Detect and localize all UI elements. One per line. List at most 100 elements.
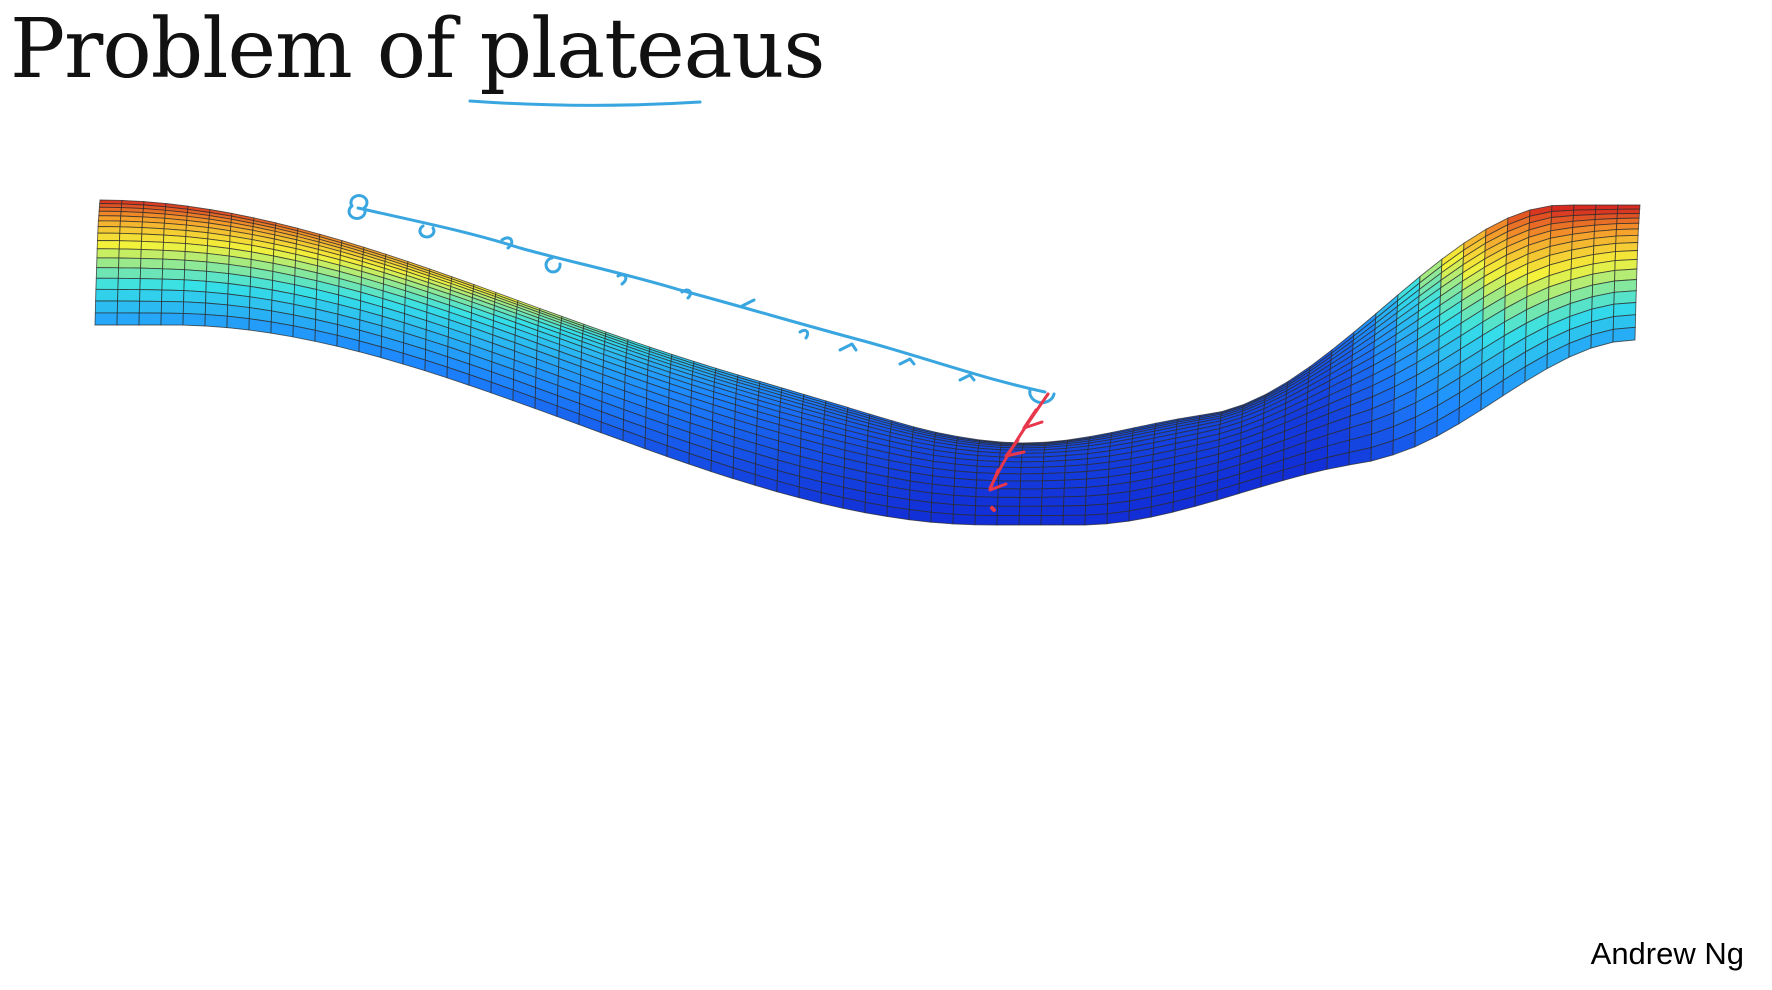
surface-patch xyxy=(998,466,1022,475)
surface-patch xyxy=(119,232,143,242)
surface-patch xyxy=(226,315,250,331)
surface-patch xyxy=(139,289,163,302)
surface-patch xyxy=(138,312,162,326)
surface-patch xyxy=(117,267,142,280)
surface-patch xyxy=(1020,466,1044,475)
surface-patch xyxy=(1041,479,1066,490)
surface-patch xyxy=(161,278,185,292)
surface-patch xyxy=(97,220,121,228)
surface-patch xyxy=(1614,250,1638,262)
step-marker xyxy=(1028,388,1056,405)
step-marker xyxy=(616,273,628,286)
surface-patch xyxy=(160,300,185,314)
surface-patch xyxy=(95,267,120,279)
surface-patch xyxy=(1063,486,1087,498)
surface-patch xyxy=(930,511,954,525)
step-marker xyxy=(838,342,858,352)
surface-patch xyxy=(182,301,207,315)
surface-patch xyxy=(1062,505,1087,516)
surface-patch xyxy=(140,248,164,260)
surface-patch xyxy=(140,240,164,251)
step-marker xyxy=(740,298,756,308)
descent-end-dot xyxy=(990,506,996,512)
surface-patch xyxy=(117,288,141,302)
surface-patch xyxy=(1617,204,1641,210)
surface-patch xyxy=(1614,268,1638,282)
surface-patch xyxy=(183,279,207,293)
descent-arrowhead xyxy=(1022,408,1044,430)
surface-patch xyxy=(1019,496,1043,507)
surface-patch xyxy=(1040,514,1064,526)
step-marker xyxy=(898,357,916,366)
surface-patch xyxy=(1063,495,1087,507)
surface-patch xyxy=(1612,326,1636,343)
surface-patch xyxy=(118,248,142,259)
surface-patch xyxy=(1018,515,1042,526)
surface-patch xyxy=(1613,290,1637,305)
author-credit: Andrew Ng xyxy=(1590,936,1744,971)
slide-title: Problem of plateaus xyxy=(10,2,825,97)
plateau-descent-path xyxy=(356,206,1047,394)
surface-patch xyxy=(97,232,121,242)
surface-patch xyxy=(182,312,206,327)
surface-patch xyxy=(183,290,207,304)
surface-patch xyxy=(1041,487,1065,498)
surface-patch xyxy=(997,488,1021,498)
surface-patch xyxy=(162,249,186,261)
surface-patch xyxy=(116,312,140,326)
surface-patch xyxy=(1041,496,1065,507)
surface-patch xyxy=(97,226,121,234)
surface-patch xyxy=(139,267,164,280)
surface-patch xyxy=(974,514,998,526)
surface-patch xyxy=(1020,473,1044,482)
handwritten-annotations xyxy=(347,99,1056,512)
surface-patch xyxy=(1042,472,1066,482)
step-marker xyxy=(680,288,692,300)
surface-patch xyxy=(1040,505,1065,516)
descent-arrowhead xyxy=(1004,438,1026,458)
surface-patch xyxy=(1616,208,1641,215)
step-marker xyxy=(500,236,514,250)
surface-patch xyxy=(975,496,999,507)
surface-patch xyxy=(97,215,122,222)
surface-patch xyxy=(161,289,185,303)
surface-patch xyxy=(996,515,1020,526)
surface-patch xyxy=(953,494,977,507)
surface-patch xyxy=(204,302,229,317)
surface-patch xyxy=(1613,302,1637,318)
surface-patch xyxy=(997,496,1021,507)
surface-patch xyxy=(118,240,142,250)
surface-patch xyxy=(98,210,122,217)
surface-patch xyxy=(95,277,119,290)
surface-patch xyxy=(160,312,184,326)
surface-patch xyxy=(1084,503,1109,516)
surface-patch xyxy=(204,313,228,329)
step-marker xyxy=(347,194,369,220)
surface-patch xyxy=(96,257,120,269)
surface-patch xyxy=(140,257,164,270)
surface-patch xyxy=(117,277,141,291)
surface-patch xyxy=(183,269,208,282)
surface-patch xyxy=(1613,279,1638,293)
surface-patch xyxy=(116,300,141,314)
surface-patch xyxy=(96,240,120,250)
step-marker xyxy=(544,256,562,274)
surface-patch xyxy=(138,300,163,314)
surface-patch xyxy=(1020,461,1044,468)
title-underline xyxy=(468,99,702,107)
surface-patch xyxy=(119,226,143,235)
surface-patch xyxy=(118,257,142,269)
surface-patch xyxy=(998,473,1022,482)
surface-patch xyxy=(95,288,119,302)
surface-patch xyxy=(952,513,976,526)
surface-patch xyxy=(1612,314,1637,330)
surface-patch xyxy=(162,258,186,271)
surface-patch xyxy=(1084,513,1108,526)
surface-patch xyxy=(96,248,120,259)
surface-mesh xyxy=(94,199,1641,526)
surface-patch xyxy=(1018,505,1043,517)
surface-patch xyxy=(952,504,977,516)
step-marker xyxy=(418,224,436,239)
